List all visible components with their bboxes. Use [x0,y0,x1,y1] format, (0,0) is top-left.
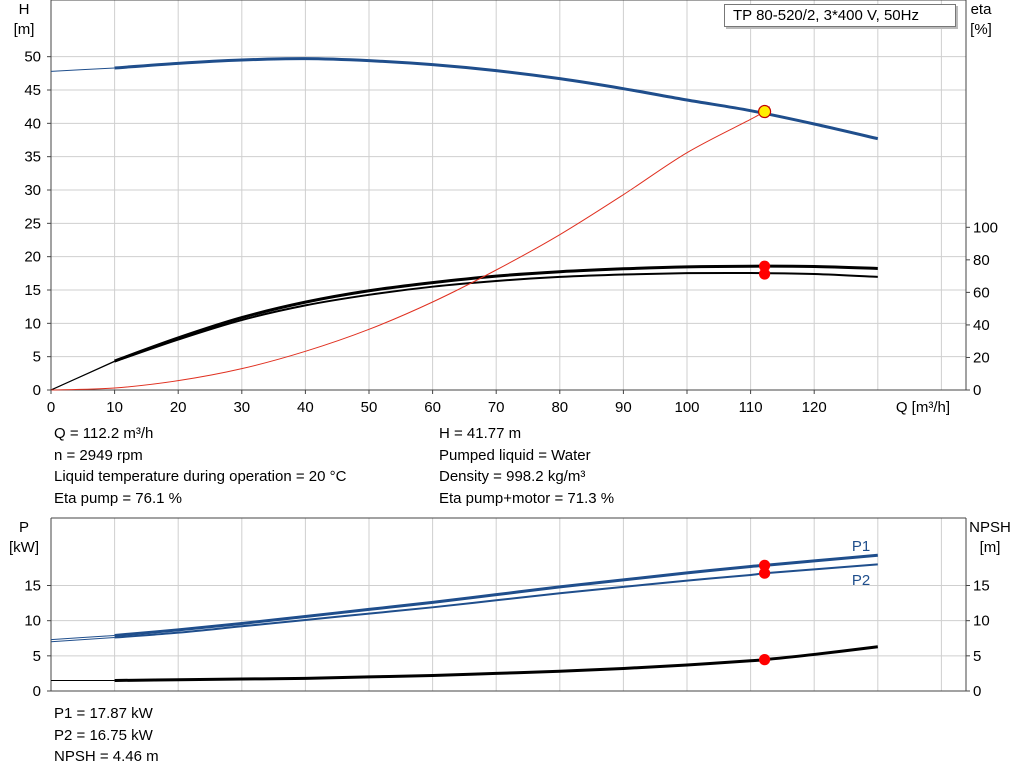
top-h-line-ext [50,67,115,72]
info-flow: Q = 112.2 m³/h [54,425,154,442]
top-info-col1: Q = 112.2 m³/h n = 2949 rpm Liquid tempe… [54,423,346,509]
top-x-tick-label: 50 [361,399,378,416]
top-x-tick-label: 120 [802,399,827,416]
top-left-tick-label: 10 [24,315,41,332]
top-x-axis-title: Q [m³/h] [896,399,950,416]
bottom-right-tick-label: 10 [973,613,990,630]
bottom-left-tick-label: 5 [33,648,41,665]
bottom-right-tick-label: 0 [973,683,981,700]
top-operating-point-0 [757,104,772,119]
bottom-y-left-title-line2: [kW] [9,539,39,556]
top-right-tick-label: 100 [973,219,998,236]
top-left-tick-label: 0 [33,382,41,399]
top-left-tick-label: 30 [24,182,41,199]
info-density: Density = 998.2 kg/m³ [439,468,586,485]
info-speed: n = 2949 rpm [54,446,143,464]
top-operating-point-2 [758,268,771,280]
bottom-operating-point-1 [758,567,771,579]
bottom-y-right-title-line2: [m] [980,539,1001,556]
top-x-tick-label: 0 [47,399,55,416]
top-right-tick-label: 40 [973,317,990,334]
top-right-tick-label: 80 [973,252,990,269]
info-p1: P1 = 17.87 kW [54,705,153,722]
top-x-tick-label: 40 [297,399,314,416]
top-info-col2: H = 41.77 m Pumped liquid = Water Densit… [439,423,614,509]
info-eta-pump-motor: Eta pump+motor = 71.3 % [439,489,615,507]
top-right-tick-label: 0 [973,382,981,399]
top-x-tick-label: 10 [106,399,123,416]
top-eta-pump-motor-line [114,271,878,363]
info-head: H = 41.77 m [439,425,522,442]
top-right-tick-label: 60 [973,284,990,301]
top-y-right-title-line1: eta [971,1,993,18]
top-y-left-title-line1: H [19,1,30,18]
top-left-tick-label: 50 [24,49,41,66]
top-x-tick-label: 70 [488,399,505,416]
top-left-tick-label: 40 [24,115,41,132]
bottom-right-tick-label: 5 [973,648,981,665]
top-left-tick-label: 20 [24,249,41,266]
info-npsh: NPSH = 4.46 m [54,748,159,765]
bottom-left-tick-label: 15 [24,578,41,595]
info-temperature: Liquid temperature during operation = 20… [54,468,347,485]
top-x-tick-label: 110 [739,399,763,416]
top-x-tick-label: 60 [424,399,441,416]
bottom-y-right-title-line1: NPSH [969,519,1011,536]
bottom-left-tick-label: 0 [33,683,41,700]
info-eta-pump: Eta pump = 76.1 % [54,489,182,507]
bottom-left-tick-label: 10 [24,613,41,630]
top-x-tick-label: 30 [233,399,250,416]
top-x-tick-label: 100 [674,399,699,416]
top-y-right-title-line2: [%] [970,21,992,38]
top-x-tick-label: 80 [551,399,568,416]
top-left-tick-label: 35 [24,149,41,166]
top-left-tick-label: 5 [33,349,41,366]
p1-series-label: P1 [852,538,870,555]
info-liquid: Pumped liquid = Water [439,446,591,464]
bottom-right-tick-label: 15 [973,578,990,595]
bottom-y-left-title-line1: P [19,519,29,536]
top-left-tick-label: 15 [24,282,41,299]
bottom-p2-line-ext [50,637,115,643]
top-x-tick-label: 20 [170,399,187,416]
pump-title: TP 80-520/2, 3*400 V, 50Hz [733,7,919,24]
top-x-tick-label: 90 [615,399,632,416]
p2-series-label: P2 [852,572,870,589]
bottom-operating-point-2 [758,654,771,666]
top-left-tick-label: 25 [24,215,41,232]
top-y-left-title-line2: [m] [14,21,35,38]
top-eta-pump-line-ext [50,360,115,391]
top-right-tick-label: 20 [973,349,990,366]
top-eta-pump-line [114,264,878,363]
bottom-info: P1 = 17.87 kW P2 = 16.75 kW NPSH = 4.46 … [54,703,159,768]
bottom-p1-line-ext [50,634,115,641]
top-h-line [114,57,879,141]
top-system-curve-line [50,106,771,391]
pump-title-box: TP 80-520/2, 3*400 V, 50Hz [724,4,956,27]
top-left-tick-label: 45 [24,82,41,99]
info-p2: P2 = 16.75 kW [54,726,153,744]
